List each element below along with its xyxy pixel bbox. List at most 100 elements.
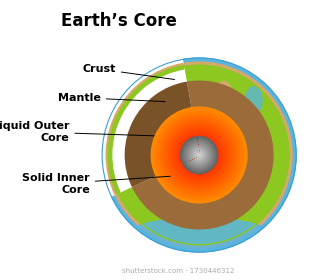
Circle shape xyxy=(194,150,204,160)
Circle shape xyxy=(189,145,209,165)
Circle shape xyxy=(198,154,200,156)
Circle shape xyxy=(169,125,229,185)
Circle shape xyxy=(187,143,212,167)
Circle shape xyxy=(186,142,213,169)
Wedge shape xyxy=(165,122,199,169)
Wedge shape xyxy=(173,129,199,166)
Wedge shape xyxy=(163,119,199,171)
Circle shape xyxy=(186,143,212,168)
Circle shape xyxy=(197,153,202,157)
Circle shape xyxy=(154,109,245,200)
Circle shape xyxy=(181,137,217,173)
Circle shape xyxy=(187,143,211,167)
Circle shape xyxy=(184,140,214,170)
Wedge shape xyxy=(154,111,199,174)
Wedge shape xyxy=(167,124,199,169)
Circle shape xyxy=(196,151,203,159)
Circle shape xyxy=(158,114,240,196)
Wedge shape xyxy=(160,116,199,172)
Circle shape xyxy=(190,146,208,164)
Wedge shape xyxy=(187,143,199,160)
Wedge shape xyxy=(183,139,199,162)
Wedge shape xyxy=(196,151,199,157)
Circle shape xyxy=(155,111,243,199)
Circle shape xyxy=(189,145,210,165)
Wedge shape xyxy=(169,126,199,168)
Circle shape xyxy=(171,127,227,183)
Wedge shape xyxy=(185,141,199,161)
Circle shape xyxy=(181,136,218,174)
Circle shape xyxy=(195,151,203,159)
Wedge shape xyxy=(186,142,199,161)
Wedge shape xyxy=(187,144,199,160)
Ellipse shape xyxy=(143,111,162,160)
Circle shape xyxy=(181,137,217,173)
Circle shape xyxy=(183,139,215,171)
Wedge shape xyxy=(152,109,199,175)
Circle shape xyxy=(125,81,273,229)
Wedge shape xyxy=(186,143,199,160)
Wedge shape xyxy=(189,145,199,159)
Wedge shape xyxy=(168,124,199,168)
Text: Crust: Crust xyxy=(82,64,174,80)
Circle shape xyxy=(168,124,230,186)
Wedge shape xyxy=(179,135,199,164)
Circle shape xyxy=(193,148,206,162)
Wedge shape xyxy=(158,115,199,172)
Wedge shape xyxy=(162,118,199,171)
Ellipse shape xyxy=(169,200,202,219)
Circle shape xyxy=(184,140,215,170)
Wedge shape xyxy=(195,151,199,157)
Circle shape xyxy=(179,135,220,175)
Wedge shape xyxy=(198,154,199,155)
Wedge shape xyxy=(106,64,184,194)
Circle shape xyxy=(184,140,214,170)
Wedge shape xyxy=(192,148,199,158)
Circle shape xyxy=(166,122,233,188)
Circle shape xyxy=(166,122,232,188)
Wedge shape xyxy=(184,140,199,161)
Circle shape xyxy=(191,147,207,163)
Wedge shape xyxy=(192,149,199,158)
Circle shape xyxy=(195,151,203,159)
Circle shape xyxy=(185,141,213,169)
Circle shape xyxy=(155,111,243,199)
Circle shape xyxy=(198,155,200,156)
Wedge shape xyxy=(188,144,199,160)
Wedge shape xyxy=(189,145,199,159)
Wedge shape xyxy=(196,152,199,156)
Circle shape xyxy=(196,152,202,158)
Wedge shape xyxy=(183,139,199,162)
Circle shape xyxy=(183,139,215,171)
Wedge shape xyxy=(181,138,199,162)
Wedge shape xyxy=(198,154,199,156)
Circle shape xyxy=(193,149,205,161)
Circle shape xyxy=(190,146,209,165)
Wedge shape xyxy=(192,148,199,158)
Circle shape xyxy=(191,147,208,164)
Circle shape xyxy=(188,144,210,166)
Ellipse shape xyxy=(246,87,262,114)
Wedge shape xyxy=(179,136,199,163)
Circle shape xyxy=(163,119,235,191)
Wedge shape xyxy=(193,149,199,158)
Circle shape xyxy=(182,138,216,172)
Wedge shape xyxy=(151,108,199,175)
Circle shape xyxy=(194,150,204,160)
Wedge shape xyxy=(177,133,199,164)
Wedge shape xyxy=(185,141,199,161)
Wedge shape xyxy=(189,145,199,159)
Wedge shape xyxy=(182,139,199,162)
Circle shape xyxy=(161,117,237,193)
Wedge shape xyxy=(157,113,199,173)
Wedge shape xyxy=(196,152,199,157)
Wedge shape xyxy=(191,147,199,158)
Wedge shape xyxy=(159,115,199,172)
Circle shape xyxy=(172,127,227,183)
Circle shape xyxy=(190,146,208,164)
Wedge shape xyxy=(176,132,199,165)
Wedge shape xyxy=(164,121,199,170)
Circle shape xyxy=(152,108,246,202)
Wedge shape xyxy=(75,32,199,207)
Circle shape xyxy=(164,120,234,190)
